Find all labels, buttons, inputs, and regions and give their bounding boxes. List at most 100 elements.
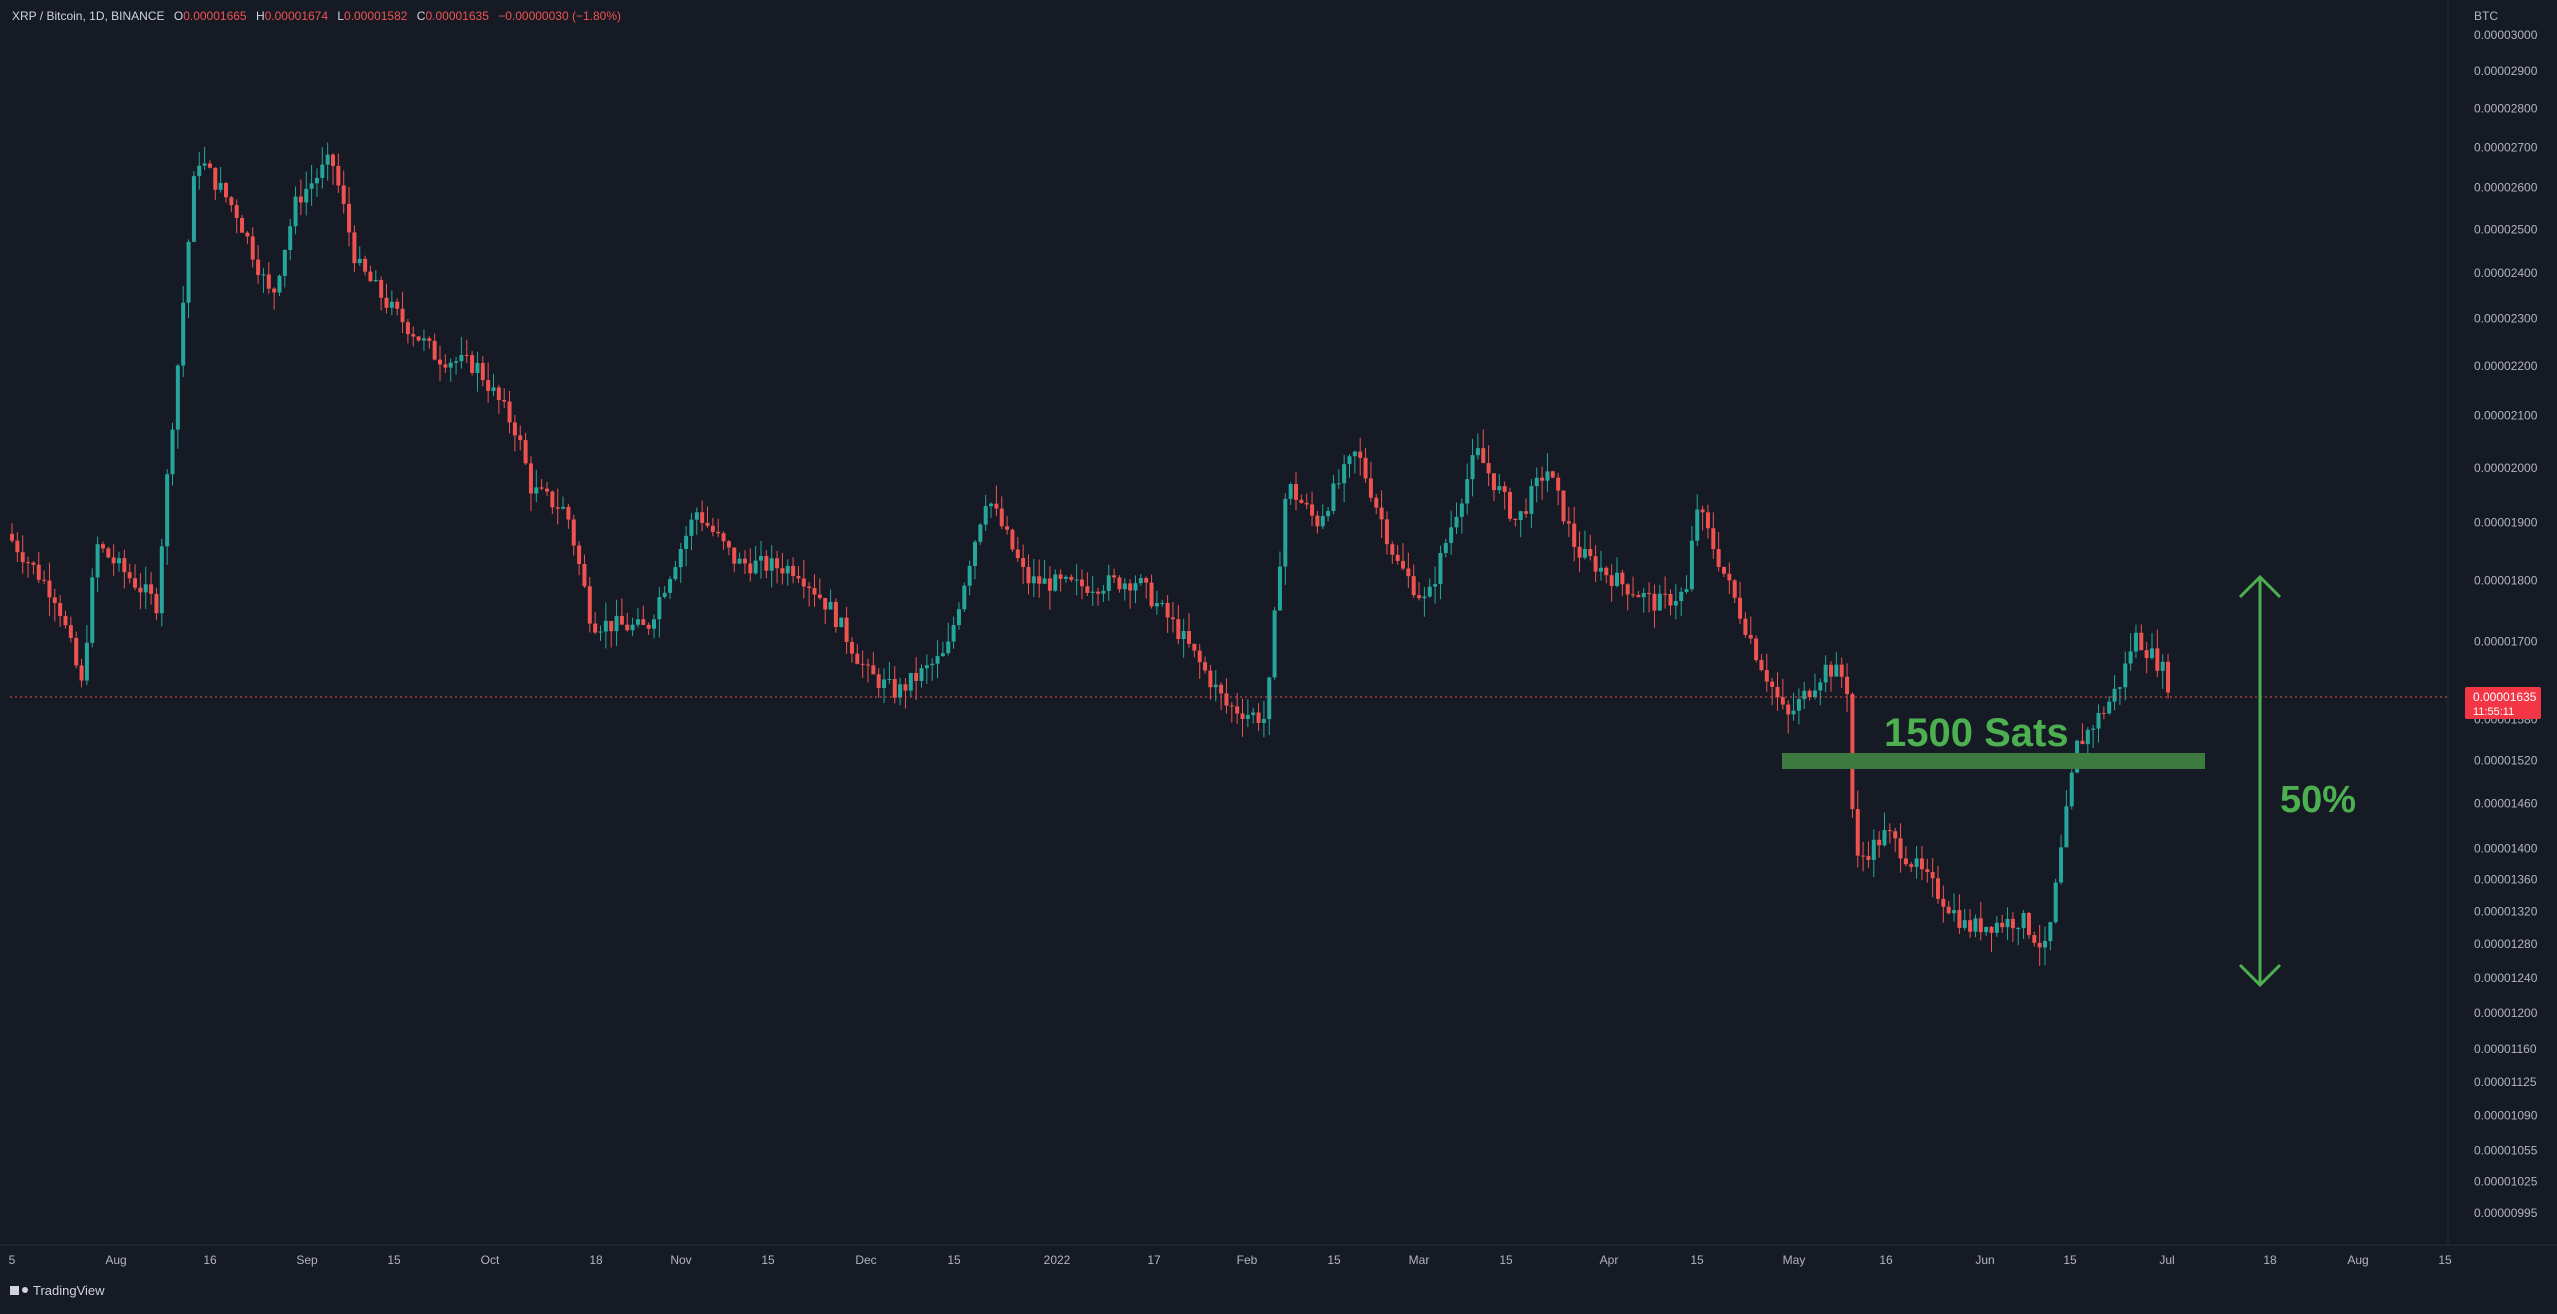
candle-body [1604, 567, 1609, 576]
candle-body [1946, 906, 1951, 914]
price-tick-label: 0.00001200 [2474, 1006, 2538, 1020]
candle-body [363, 258, 368, 272]
candle-body [1631, 594, 1636, 596]
candle-body [197, 165, 202, 177]
time-tick-label: 16 [1879, 1253, 1893, 1267]
candle-body [1251, 712, 1256, 715]
candle-body [95, 544, 100, 578]
candle-body [1871, 839, 1876, 860]
candle-body [1529, 486, 1534, 514]
candle-body [1417, 595, 1422, 599]
candle-body [1401, 560, 1405, 569]
candle-body [619, 615, 624, 625]
candle-body [866, 664, 870, 666]
candle-body [967, 565, 972, 586]
candle-body [2155, 648, 2160, 671]
candle-body [266, 274, 271, 289]
candle-body [662, 592, 667, 598]
candle-body [277, 275, 282, 293]
candle-body [1170, 617, 1175, 620]
candle-body [1941, 898, 1946, 907]
time-axis[interactable]: 5 Aug 16 Sep 15 Oct 18 Nov 15 Dec 15 2022 17 Feb 15 Mar… [9, 1253, 2452, 1267]
candle-body [261, 274, 266, 276]
tradingview-logo[interactable]: TradingView [10, 1283, 105, 1298]
candle-body [2000, 922, 2005, 928]
candle-body [898, 684, 903, 698]
candle-body [256, 259, 261, 275]
price-tick-label: 0.00002100 [2474, 409, 2538, 423]
candle-body [1727, 573, 1732, 581]
candle-body [491, 387, 496, 391]
candle-body [919, 668, 924, 681]
candle-body [882, 679, 887, 689]
candle-body [973, 541, 977, 566]
candle-body [930, 663, 935, 666]
time-tick-label: 15 [1690, 1253, 1704, 1267]
candle-body [1128, 583, 1133, 591]
candle-body [304, 188, 309, 203]
candle-body [550, 491, 555, 508]
candle-body [47, 580, 52, 598]
candle-body [700, 512, 705, 523]
candle-body [1037, 576, 1042, 584]
time-tick-label: Feb [1237, 1253, 1258, 1267]
candle-body [1368, 478, 1373, 498]
candle-body [855, 653, 860, 664]
price-tick-label: 0.00001125 [2474, 1075, 2537, 1089]
candle-body [1732, 580, 1737, 598]
candle-body [1647, 593, 1652, 595]
price-tick-label: 0.00002500 [2474, 223, 2538, 237]
candle-body [1898, 838, 1903, 859]
price-tick-label: 0.00000995 [2474, 1206, 2538, 1220]
candle-body [1994, 922, 1999, 933]
candle-body [1021, 558, 1026, 567]
candle-body [1534, 477, 1539, 487]
candle-body [1780, 697, 1785, 705]
support-zone[interactable]: 1500 Sats [1782, 711, 2205, 769]
candle-body [1454, 516, 1459, 528]
candle-body [1272, 610, 1277, 678]
candle-body [742, 558, 747, 564]
candle-body [956, 609, 961, 626]
candle-body [1903, 858, 1908, 865]
candle-body [1133, 583, 1138, 591]
candle-body [1449, 527, 1454, 543]
candle-body [1427, 586, 1432, 597]
candle-body [421, 338, 426, 341]
candle-body [1085, 586, 1090, 593]
candle-body [748, 563, 753, 574]
candle-body [1812, 690, 1817, 698]
candle-body [1582, 548, 1587, 558]
candle-body [1625, 584, 1630, 595]
candle-body [181, 302, 186, 366]
candle-body [100, 544, 105, 549]
candle-body [1695, 509, 1700, 541]
candle-body [496, 387, 501, 401]
candle-body [240, 217, 245, 233]
price-axis[interactable]: 0.00003000 0.00002900 0.00002800 0.00002700… [2474, 28, 2538, 1220]
candle-body [737, 558, 742, 564]
candle-body [207, 163, 212, 168]
time-tick-label: 15 [761, 1253, 775, 1267]
candle-body [1652, 593, 1657, 611]
candle-body [1203, 662, 1208, 671]
candle-body [2091, 728, 2096, 730]
candle-body [1069, 576, 1074, 580]
range-arrow[interactable] [2238, 574, 2282, 988]
candle-body [539, 487, 544, 489]
brand-label: TradingView [33, 1283, 105, 1298]
candle-body [68, 625, 73, 638]
candle-body [2112, 688, 2117, 702]
candle-body [1160, 603, 1165, 605]
candle-body [764, 556, 769, 571]
candle-body [1299, 499, 1304, 503]
candle-body [1962, 920, 1967, 928]
time-tick-label: 5 [9, 1253, 16, 1267]
candle-body [871, 665, 876, 675]
candles-layer [10, 142, 2171, 966]
candle-body [528, 463, 533, 494]
candle-body [52, 597, 57, 604]
candle-body [1540, 477, 1545, 481]
